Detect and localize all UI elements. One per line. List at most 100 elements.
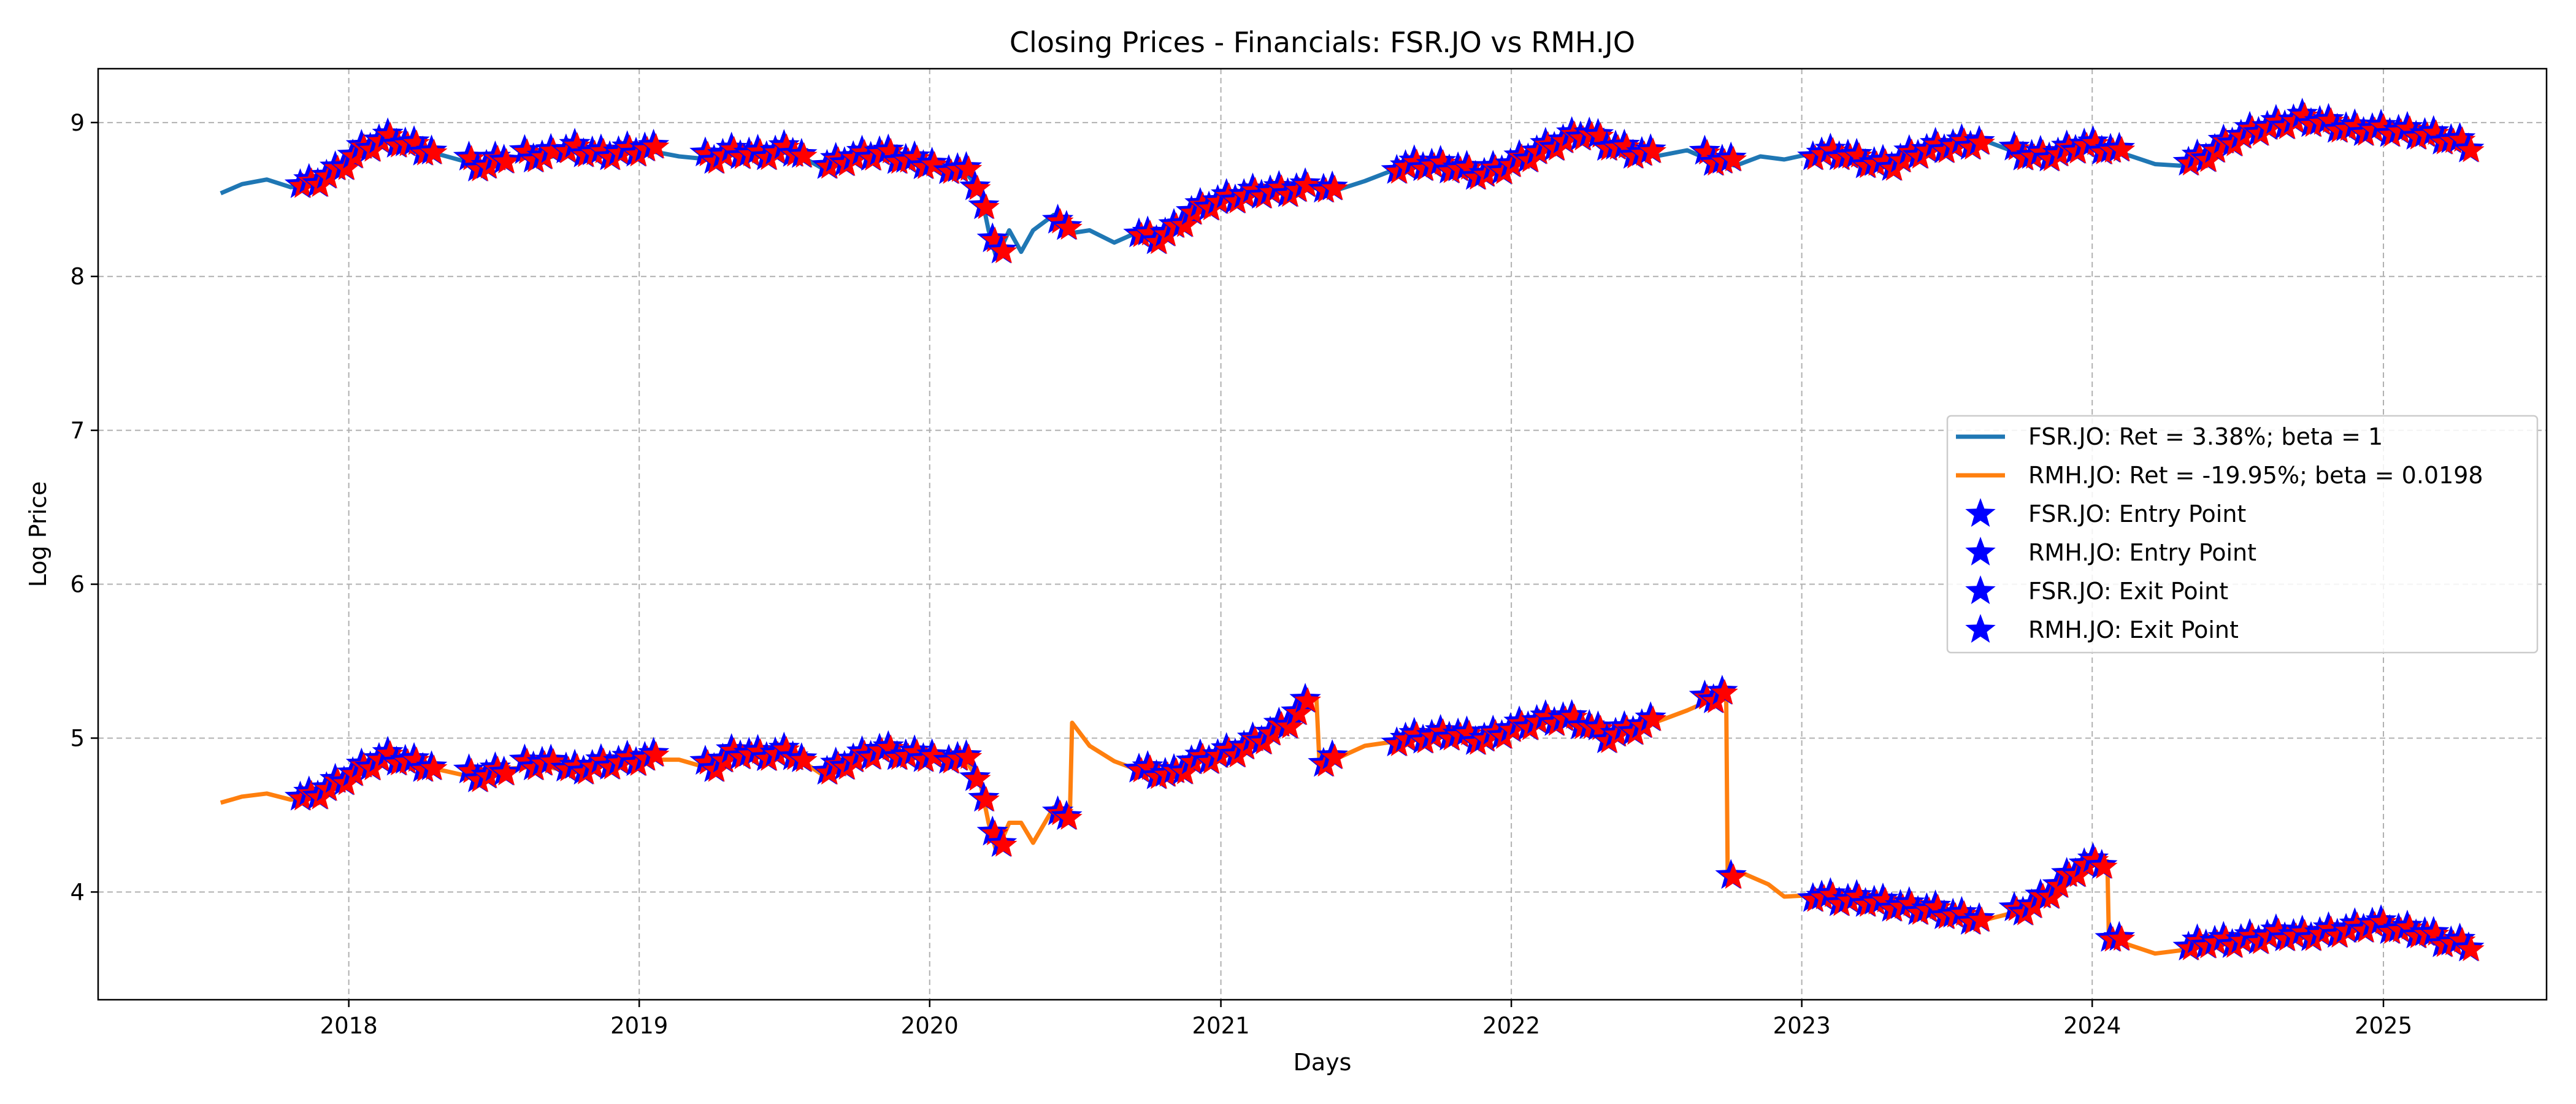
y-tick-label: 9 [70,110,85,136]
legend: FSR.JO: Ret = 3.38%; beta = 1 RMH.JO: Ret… [1946,415,2539,654]
fsr-exit-marker [791,142,818,168]
fsr-exit-marker [1294,171,1321,197]
legend-label: RMH.JO: Ret = -19.95%; beta = 0.0198 [2028,462,2483,489]
rmh-exit-marker [773,735,800,762]
fsr-exit-marker [1639,137,1666,163]
fsr-exit-marker [990,237,1018,264]
rmh-exit-marker [540,748,567,774]
fsr-exit-marker [2030,139,2057,165]
y-ticks: 4 5 6 7 8 9 [70,110,98,905]
fsr-exit-marker [1720,145,1747,172]
rmh-exit-marker [513,748,541,773]
rmh-exit-marker [1535,703,1562,729]
rmh-exit-marker [1455,719,1483,746]
rmh-exit-marker [903,738,930,764]
fsr-exit-marker [2396,115,2423,141]
rmh-exit-marker [1819,881,1847,907]
rmh-exit-marker [877,734,905,760]
y-tick-label: 4 [70,879,85,905]
fsr-exit-marker [746,138,774,164]
y-tick-label: 6 [70,572,85,598]
fsr-exit-marker [1321,174,1349,201]
fsr-exit-marker [2448,126,2476,152]
fsr-exit-marker [1968,129,1995,155]
plot-frame [97,67,2548,1001]
rmh-exit-marker [694,749,721,775]
x-axis-label: Days [1294,1049,1352,1076]
fsr-exit-marker [1429,149,1457,175]
fsr-exit-marker [590,137,617,164]
fsr-exit-marker [903,144,930,171]
fsr-exit-marker [2291,102,2318,128]
fsr-exit-marker [1137,220,1164,246]
rmh-exit-marker [2448,927,2476,953]
fsr-exit-marker [964,174,991,201]
rmh-exit-marker [1294,687,1321,713]
rmh-exit-marker [1639,705,1666,731]
fsr-exit-marker [616,134,643,160]
legend-label: RMH.JO: Exit Point [2028,616,2239,643]
legend-box [1946,415,2539,654]
fsr-exit-marker [2458,136,2485,163]
rmh-exit-marker [2422,920,2450,946]
rmh-exit-marker [1968,906,1995,932]
fsr-exit-marker [1171,211,1199,237]
fsr-exit-marker [694,140,721,167]
fsr-exit-marker [1819,137,1847,163]
rmh-exit-marker [2239,922,2266,948]
rmh-exit-marker [377,740,404,766]
fsr-exit-marker [540,137,567,163]
fsr-exit-marker [1924,131,1952,157]
x-tick-label: 2023 [1773,1013,1831,1039]
rmh-exit-marker [746,738,774,764]
rmh-exit-marker [791,746,818,772]
marker-layer [284,98,2485,962]
rmh-exit-marker [2370,908,2397,934]
fsr-exit-marker [877,137,905,164]
fsr-exit-marker [1587,122,1614,148]
fsr-exit-marker [981,226,1009,253]
rmh-exit-marker [1711,679,1738,705]
x-tick-label: 2024 [2063,1013,2121,1039]
x-tick-label: 2021 [1192,1013,1249,1039]
fsr-exit-marker [1056,214,1083,240]
fsr-exit-marker [420,139,448,164]
fsr-exit-marker [1693,139,1721,165]
fsr-exit-marker [773,133,800,159]
fsr-exit-marker [921,151,948,177]
legend-label: FSR.JO: Ret = 3.38%; beta = 1 [2028,423,2383,450]
fsr-exit-marker [1846,142,1873,168]
rmh-exit-marker [964,765,991,791]
fsr-exit-marker [2003,134,2030,161]
fsr-exit-marker [851,139,878,165]
rmh-exit-marker [973,786,1000,812]
fsr-exit-marker [458,145,485,171]
fsr-exit-marker [1268,174,1295,200]
x-tick-label: 2018 [320,1013,378,1039]
rmh-exit-marker [1924,894,1952,919]
x-tick-label: 2020 [901,1013,959,1039]
rmh-exit-marker [2265,918,2292,943]
legend-label: RMH.JO: Entry Point [2028,539,2256,566]
x-tick-label: 2025 [2355,1013,2412,1039]
legend-label: FSR.JO: Exit Point [2028,578,2228,605]
rmh-exit-marker [2082,846,2109,872]
chart-title: Closing Prices - Financials: FSR.JO vs R… [1010,26,1635,59]
rmh-exit-marker [2090,853,2118,879]
fsr-exit-marker [720,136,748,162]
rmh-exit-marker [1898,890,1925,916]
fsr-exit-marker [1872,148,1899,174]
rmh-exit-marker [642,741,670,767]
rmh-exit-marker [1276,713,1304,739]
fsr-exit-marker [2108,136,2136,162]
rmh-exit-marker [2047,872,2074,898]
fsr-exit-marker [1950,127,1978,153]
fsr-exit-marker [2344,112,2371,139]
fsr-exit-marker [1613,132,1641,159]
rmh-exit-marker [1286,699,1313,726]
fsr-exit-marker [2370,113,2397,139]
rmh-exit-marker [981,819,1009,846]
x-ticks: 2018 2019 2020 2021 2022 2023 2024 2025 [320,1000,2412,1039]
rmh-exit-marker [493,760,520,786]
fsr-exit-marker [2422,119,2450,145]
